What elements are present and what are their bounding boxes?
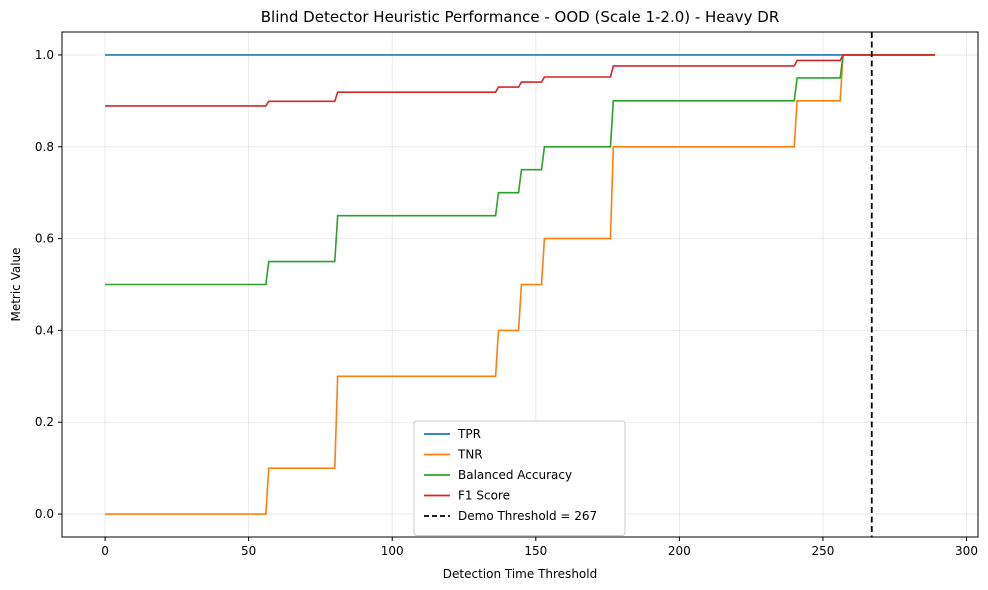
x-tick-label: 100: [381, 544, 404, 558]
x-axis-label: Detection Time Threshold: [443, 567, 597, 581]
legend-label-f1-score: F1 Score: [458, 489, 510, 503]
y-tick-label: 1.0: [35, 48, 54, 62]
x-tick-label: 250: [811, 544, 834, 558]
x-tick-label: 300: [955, 544, 978, 558]
x-tick-label: 50: [241, 544, 256, 558]
y-tick-label: 0.6: [35, 232, 54, 246]
x-tick-label: 150: [524, 544, 547, 558]
y-tick-label: 0.2: [35, 415, 54, 429]
series-line-tnr: [105, 54, 935, 515]
x-axis-ticks: 0 50 100 150 200 250 300: [101, 537, 978, 558]
y-tick-label: 0.4: [35, 323, 54, 337]
legend-label-demo-threshold-267: Demo Threshold = 267: [458, 509, 597, 523]
y-axis-ticks: 0.0 0.2 0.4 0.6 0.8 1.0: [35, 48, 62, 521]
plot-frame: [61, 31, 979, 538]
series-line-balanced-accuracy: [105, 54, 935, 286]
legend-box: [413, 420, 626, 536]
legend: TPR TNR Balanced Accuracy F1 Score Demo Thre…: [413, 420, 626, 536]
chart-title: Blind Detector Heuristic Performance - O…: [261, 8, 780, 26]
legend-label-balanced-accuracy: Balanced Accuracy: [458, 468, 572, 482]
x-tick-label: 0: [101, 544, 109, 558]
series-line-f1-score: [105, 54, 935, 107]
y-tick-label: 0.8: [35, 140, 54, 154]
y-axis-label: Metric Value: [9, 247, 23, 321]
series-layer: [105, 54, 935, 515]
legend-label-tpr: TPR: [457, 427, 481, 441]
y-tick-label: 0.0: [35, 507, 54, 521]
x-tick-label: 200: [668, 544, 691, 558]
legend-label-tnr: TNR: [457, 448, 483, 462]
